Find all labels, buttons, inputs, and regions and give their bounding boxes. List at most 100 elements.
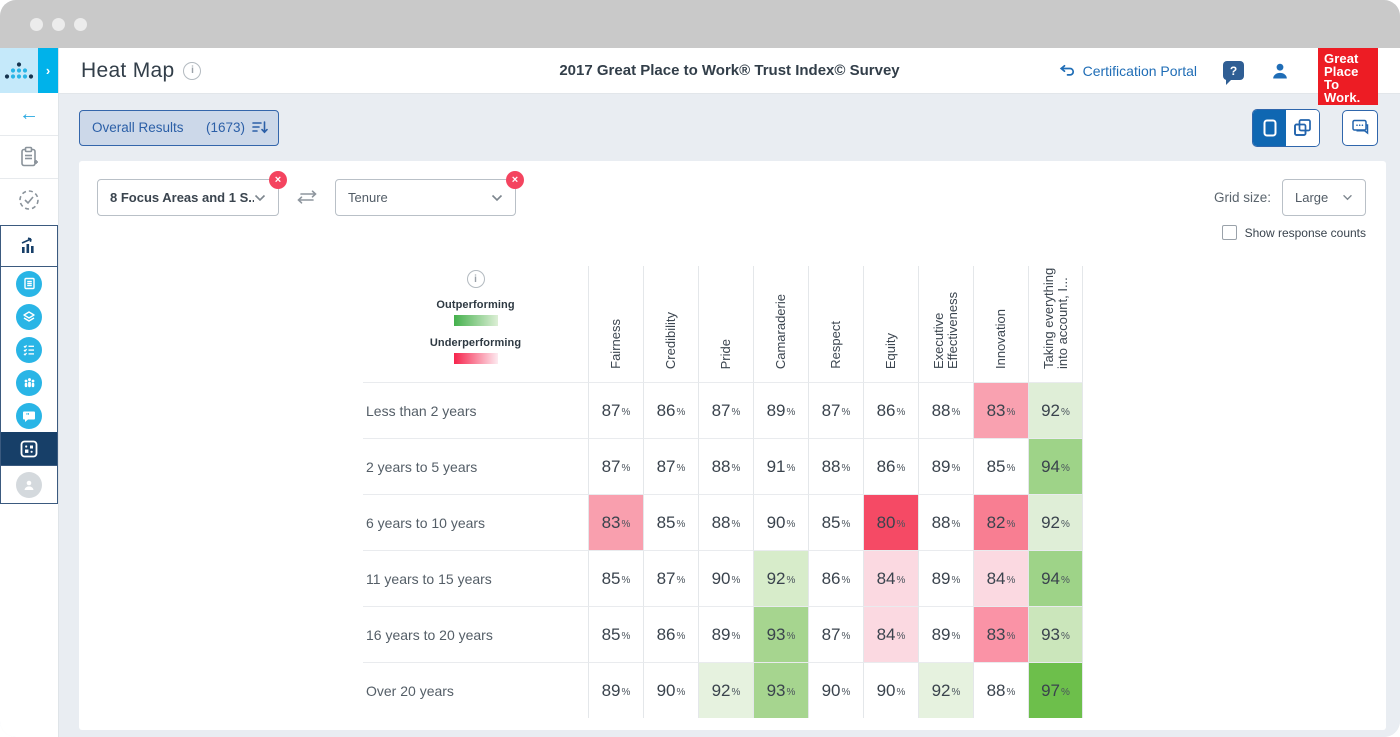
heat-cell[interactable]: 92% (1028, 382, 1083, 438)
emprising-logo-icon[interactable] (0, 48, 38, 93)
heat-cell[interactable]: 93% (1028, 606, 1083, 662)
heat-cell[interactable]: 87% (808, 606, 863, 662)
sidebar-item-analytics[interactable] (1, 226, 57, 267)
sidebar-item-back[interactable]: ← (0, 93, 58, 136)
heat-cell[interactable]: 83% (973, 382, 1028, 438)
heat-cell[interactable]: 87% (643, 550, 698, 606)
heat-cell[interactable]: 84% (973, 550, 1028, 606)
heat-cell[interactable]: 88% (973, 662, 1028, 718)
heat-cell[interactable]: 86% (863, 382, 918, 438)
checkbox[interactable] (1221, 225, 1237, 240)
heat-cell[interactable]: 85% (643, 494, 698, 550)
heat-cell[interactable]: 83% (973, 606, 1028, 662)
heat-cell[interactable]: 89% (588, 662, 643, 718)
row-label: 6 years to 10 years (363, 494, 588, 550)
sidebar-item-tasks[interactable] (0, 179, 58, 221)
heat-cell[interactable]: 91% (753, 438, 808, 494)
heat-cell[interactable]: 89% (918, 550, 973, 606)
sidebar-expand-button[interactable]: › (38, 48, 58, 93)
help-icon[interactable]: ? (1223, 61, 1244, 85)
heat-cell[interactable]: 92% (698, 662, 753, 718)
chip-count: (1673) (205, 120, 245, 135)
swap-axes-icon[interactable] (296, 188, 318, 206)
heat-cell[interactable]: 87% (698, 382, 753, 438)
heat-cell[interactable]: 89% (918, 606, 973, 662)
axis-dimension-select[interactable]: Tenure × (335, 171, 524, 216)
page-info-icon[interactable]: i (183, 61, 202, 80)
heat-cell[interactable]: 89% (753, 382, 808, 438)
grid-size-select[interactable]: Large (1282, 179, 1366, 216)
legend-info-icon[interactable]: i (466, 270, 485, 288)
heat-cell[interactable]: 84% (863, 606, 918, 662)
heat-cell[interactable]: 88% (698, 438, 753, 494)
heat-cell[interactable]: 88% (918, 494, 973, 550)
account-icon[interactable] (1270, 61, 1290, 81)
row-label: 11 years to 15 years (363, 550, 588, 606)
heat-cell[interactable]: 89% (918, 438, 973, 494)
heat-cell[interactable]: 88% (698, 494, 753, 550)
heat-cell[interactable]: 92% (918, 662, 973, 718)
heat-cell[interactable]: 85% (973, 438, 1028, 494)
heat-cell[interactable]: 93% (753, 662, 808, 718)
heat-cell[interactable]: 85% (808, 494, 863, 550)
heat-cell[interactable]: 87% (588, 382, 643, 438)
single-view-button[interactable] (1253, 109, 1286, 146)
show-response-counts-toggle[interactable]: Show response counts (1221, 225, 1366, 240)
heat-cell[interactable]: 88% (918, 382, 973, 438)
heat-cell[interactable]: 89% (698, 606, 753, 662)
svg-text:": " (26, 413, 29, 420)
heat-cell[interactable]: 92% (1028, 494, 1083, 550)
heat-cell[interactable]: 97% (1028, 662, 1083, 718)
compare-view-button[interactable] (1286, 109, 1319, 146)
heat-cell[interactable]: 90% (643, 662, 698, 718)
heat-cell[interactable]: 86% (643, 606, 698, 662)
heat-cell[interactable]: 90% (863, 662, 918, 718)
heat-cell[interactable]: 88% (808, 438, 863, 494)
heat-cell[interactable]: 92% (753, 550, 808, 606)
remove-filter-button[interactable]: × (269, 171, 287, 189)
heat-cell[interactable]: 86% (808, 550, 863, 606)
heat-cell[interactable]: 87% (808, 382, 863, 438)
column-header: Taking everything into account, I... (1028, 266, 1083, 382)
heat-cell[interactable]: 94% (1028, 438, 1083, 494)
heat-cell[interactable]: 85% (588, 550, 643, 606)
return-arrow-icon (1058, 63, 1076, 78)
heat-cell[interactable]: 86% (863, 438, 918, 494)
window-dot[interactable] (52, 17, 65, 31)
sidebar-item-demographics[interactable] (1, 366, 57, 399)
gptw-logo: Great Place To Work. (1318, 48, 1378, 105)
overall-results-filter-chip[interactable]: Overall Results (1673) (79, 109, 279, 146)
heat-cell[interactable]: 87% (588, 438, 643, 494)
focus-areas-select[interactable]: 8 Focus Areas and 1 S... × (97, 171, 287, 216)
window-dot[interactable] (30, 17, 43, 31)
remove-filter-button[interactable]: × (506, 171, 524, 189)
heat-cell[interactable]: 87% (643, 438, 698, 494)
heat-cell[interactable]: 83% (588, 494, 643, 550)
row-label: Over 20 years (363, 662, 588, 718)
heat-cell[interactable]: 85% (588, 606, 643, 662)
comments-panel-button[interactable] (1342, 109, 1378, 146)
heat-cell[interactable]: 90% (808, 662, 863, 718)
heat-cell[interactable]: 93% (753, 606, 808, 662)
comments-quote-icon: " (16, 402, 42, 429)
heat-cell[interactable]: 90% (753, 494, 808, 550)
heatmap-grid: i Outperforming Underperforming Fairness… (363, 266, 1386, 718)
sidebar-item-layers[interactable] (1, 300, 57, 333)
heat-cell[interactable]: 80% (863, 494, 918, 550)
window-dot[interactable] (74, 17, 87, 31)
single-view-icon (1263, 119, 1277, 137)
heat-cell[interactable]: 82% (973, 494, 1028, 550)
sidebar-item-heat-map[interactable] (1, 432, 57, 465)
heat-cell[interactable]: 86% (643, 382, 698, 438)
sidebar-item-comments[interactable]: " (1, 399, 57, 432)
heat-cell[interactable]: 84% (863, 550, 918, 606)
heat-cell[interactable]: 94% (1028, 550, 1083, 606)
heatmap-legend: i Outperforming Underperforming (363, 266, 588, 382)
sidebar-item-user[interactable] (1, 465, 57, 503)
heat-cell[interactable]: 90% (698, 550, 753, 606)
sidebar-item-new-survey[interactable] (0, 136, 58, 179)
sidebar-item-statements[interactable] (1, 267, 57, 300)
sidebar-item-checklist[interactable] (1, 333, 57, 366)
certification-portal-link[interactable]: Certification Portal (1058, 63, 1197, 79)
